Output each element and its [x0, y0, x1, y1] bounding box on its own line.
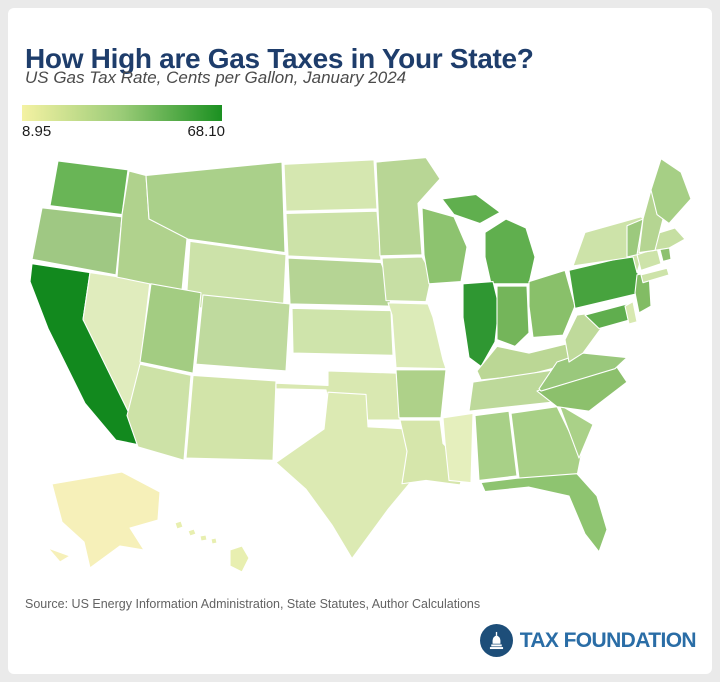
state-ms[interactable] [443, 413, 473, 482]
chart-card: How High are Gas Taxes in Your State? US… [8, 8, 712, 674]
state-mt[interactable] [146, 162, 285, 252]
state-oh[interactable] [529, 270, 575, 337]
state-hi[interactable] [175, 521, 183, 529]
state-ks[interactable] [292, 308, 393, 355]
state-vt[interactable] [627, 219, 643, 257]
us-map-svg [30, 152, 700, 582]
state-ak[interactable] [48, 548, 70, 562]
state-co[interactable] [196, 295, 290, 371]
state-ar[interactable] [396, 370, 446, 418]
state-hi[interactable] [211, 538, 217, 544]
state-sc[interactable] [559, 404, 593, 458]
state-me[interactable] [651, 159, 691, 224]
state-fl[interactable] [481, 474, 607, 552]
state-hi[interactable] [230, 546, 249, 572]
legend-gradient-bar [22, 105, 222, 121]
taxfoundation-logo[interactable]: TAX FOUNDATION [479, 624, 697, 657]
state-sd[interactable] [286, 211, 381, 260]
state-az[interactable] [127, 364, 191, 460]
state-ia[interactable] [382, 257, 432, 302]
state-nd[interactable] [284, 160, 377, 211]
state-va[interactable] [539, 353, 627, 391]
legend-max-value: 68.10 [187, 123, 225, 140]
state-mn[interactable] [376, 158, 440, 256]
state-wa[interactable] [50, 161, 128, 215]
state-in[interactable] [497, 286, 529, 346]
state-hi[interactable] [200, 535, 207, 541]
state-ut[interactable] [140, 284, 201, 373]
state-or[interactable] [32, 208, 122, 275]
state-il[interactable] [463, 282, 499, 367]
state-al[interactable] [475, 411, 517, 480]
state-hi[interactable] [188, 529, 196, 536]
page-title: How High are Gas Taxes in Your State? [25, 42, 534, 74]
state-de[interactable] [625, 302, 637, 324]
source-note: Source: US Energy Information Administra… [25, 597, 481, 611]
state-ny[interactable] [641, 268, 669, 283]
state-ga[interactable] [511, 407, 581, 478]
state-nm[interactable] [186, 375, 276, 460]
state-mi[interactable] [485, 219, 535, 284]
us-choropleth-map [30, 152, 700, 582]
state-tx[interactable] [276, 392, 414, 558]
taxfoundation-capitol-icon [479, 624, 513, 657]
state-mo[interactable] [388, 303, 446, 369]
state-wi[interactable] [422, 208, 467, 284]
legend-labels: 8.95 68.10 [22, 123, 225, 140]
taxfoundation-wordmark: TAX FOUNDATION [519, 628, 697, 652]
legend-min-value: 8.95 [22, 123, 52, 140]
state-mi[interactable] [442, 194, 500, 223]
chart-subtitle: US Gas Tax Rate, Cents per Gallon, Janua… [25, 68, 407, 87]
state-ne[interactable] [288, 258, 391, 306]
state-ak[interactable] [52, 472, 160, 568]
